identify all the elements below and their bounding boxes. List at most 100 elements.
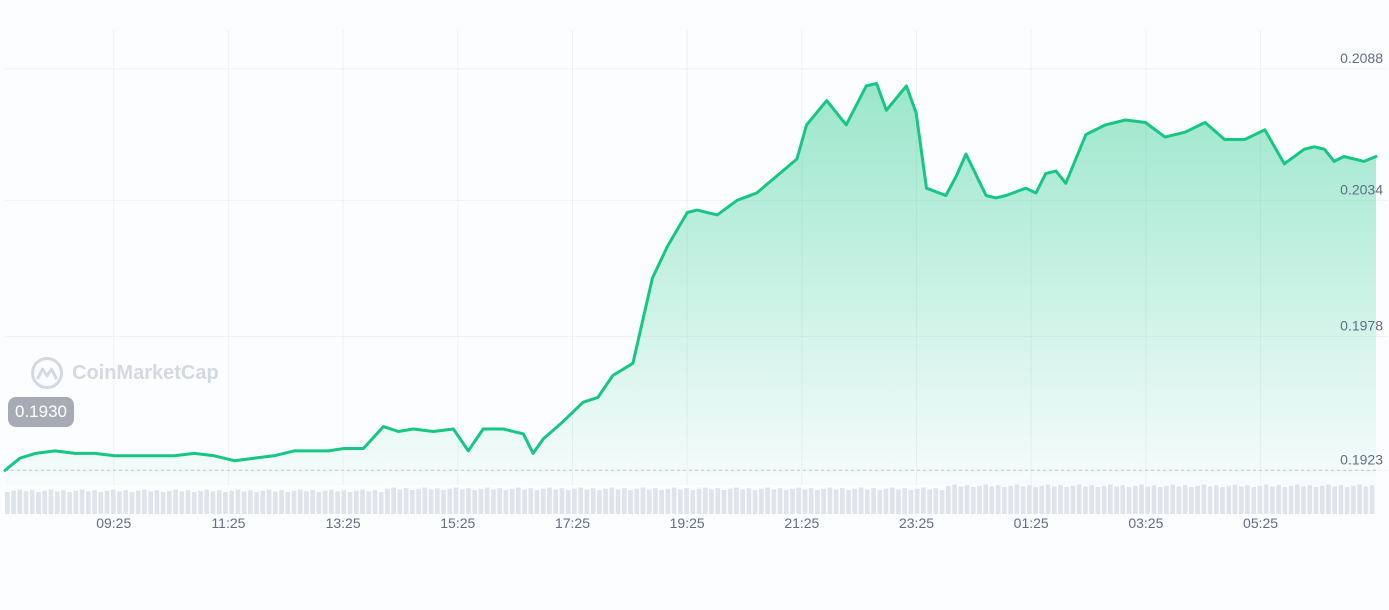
volume-bar — [597, 490, 602, 514]
volume-bar — [821, 488, 826, 514]
volume-bar — [771, 489, 777, 514]
x-tick-label: 03:25 — [1128, 515, 1163, 531]
volume-bar — [410, 490, 415, 514]
volume-bar — [123, 490, 129, 514]
volume-bar — [272, 491, 278, 514]
volume-bar — [329, 489, 334, 514]
volume-bar — [148, 491, 153, 514]
volume-bar — [360, 489, 365, 514]
volume-bar — [279, 490, 284, 514]
volume-bar — [167, 490, 172, 514]
volume-bar — [1076, 484, 1082, 514]
volume-bar — [459, 489, 465, 514]
volume-bar — [1045, 484, 1051, 514]
volume-bar — [827, 487, 833, 514]
volume-bar — [198, 490, 203, 514]
volume-bar — [1151, 485, 1157, 514]
x-tick-label: 09:25 — [96, 515, 131, 531]
x-tick-label: 21:25 — [784, 515, 819, 531]
volume-bar — [628, 490, 633, 514]
volume-bar — [341, 490, 347, 514]
volume-bar — [447, 488, 453, 514]
volume-bar — [846, 490, 851, 514]
volume-bar — [1270, 486, 1275, 514]
volume-bar — [385, 488, 390, 514]
volume-bar — [422, 487, 428, 514]
volume-bar — [702, 487, 708, 514]
volume-bar — [765, 487, 770, 514]
volume-bar — [1027, 485, 1032, 514]
volume-bar — [1220, 487, 1225, 514]
volume-bar — [391, 487, 397, 514]
volume-bar — [173, 489, 178, 514]
volume-bar — [478, 488, 484, 514]
volume-bar — [553, 489, 559, 514]
volume-bar — [1282, 487, 1288, 514]
volume-bar — [129, 492, 135, 514]
volume-bar — [759, 488, 764, 514]
volume-bar — [378, 492, 384, 514]
volume-bar — [403, 488, 409, 514]
volume-bar — [434, 488, 440, 514]
volume-bar — [316, 492, 322, 514]
volume-bar — [727, 488, 733, 514]
volume-bar — [1257, 485, 1263, 514]
volume-bar — [833, 489, 839, 514]
price-line[interactable] — [3, 82, 1378, 472]
volume-bar — [1245, 485, 1250, 514]
volume-bar — [1369, 485, 1375, 514]
volume-bar — [1238, 486, 1244, 514]
volume-bar — [802, 489, 808, 514]
volume-bar — [291, 490, 297, 514]
volume-bar — [734, 487, 739, 514]
y-tick-label: 0.2034 — [1340, 181, 1383, 197]
volume-bar — [1014, 484, 1020, 514]
volume-bar — [191, 492, 197, 514]
volume-bar — [216, 490, 222, 514]
volume-bar — [29, 490, 35, 514]
volume-bar — [1213, 485, 1219, 514]
volume-bars — [5, 484, 1375, 514]
volume-bar — [73, 490, 79, 514]
volume-bar — [752, 490, 758, 514]
volume-bar — [902, 488, 908, 514]
volume-bar — [852, 488, 858, 514]
volume-bar — [1195, 485, 1200, 514]
volume-bar — [864, 489, 870, 514]
volume-bar — [815, 490, 820, 514]
volume-bar — [858, 487, 864, 514]
volume-bar — [977, 485, 982, 514]
volume-bar — [983, 484, 989, 514]
volume-bar — [397, 489, 403, 514]
volume-bar — [522, 489, 527, 514]
volume-bar — [135, 490, 141, 514]
volume-bar — [310, 490, 315, 514]
volume-bar — [1164, 485, 1169, 514]
volume-bar — [1120, 485, 1126, 514]
volume-bar — [540, 488, 546, 514]
volume-bar — [17, 489, 23, 514]
volume-bar — [1058, 485, 1063, 514]
y-tick-label: 0.1978 — [1340, 318, 1383, 334]
volume-bar — [491, 489, 496, 514]
volume-bar — [1338, 485, 1344, 514]
volume-bar — [372, 490, 378, 514]
volume-bar — [1170, 484, 1175, 514]
volume-bar — [441, 490, 446, 514]
volume-bar — [584, 489, 590, 514]
volume-bar — [721, 490, 727, 514]
volume-bar — [1033, 487, 1038, 514]
y-axis: 0.2088 0.2034 0.1978 0.1923 — [1340, 50, 1383, 467]
volume-bar — [921, 487, 926, 514]
volume-bar — [603, 488, 608, 514]
volume-bar — [547, 487, 552, 514]
volume-bar — [110, 489, 116, 514]
volume-bar — [958, 486, 964, 514]
volume-bar — [229, 490, 234, 514]
volume-bar — [1232, 484, 1238, 514]
volume-bar — [1145, 486, 1151, 514]
volume-bar — [1083, 486, 1088, 514]
volume-bar — [877, 490, 883, 514]
